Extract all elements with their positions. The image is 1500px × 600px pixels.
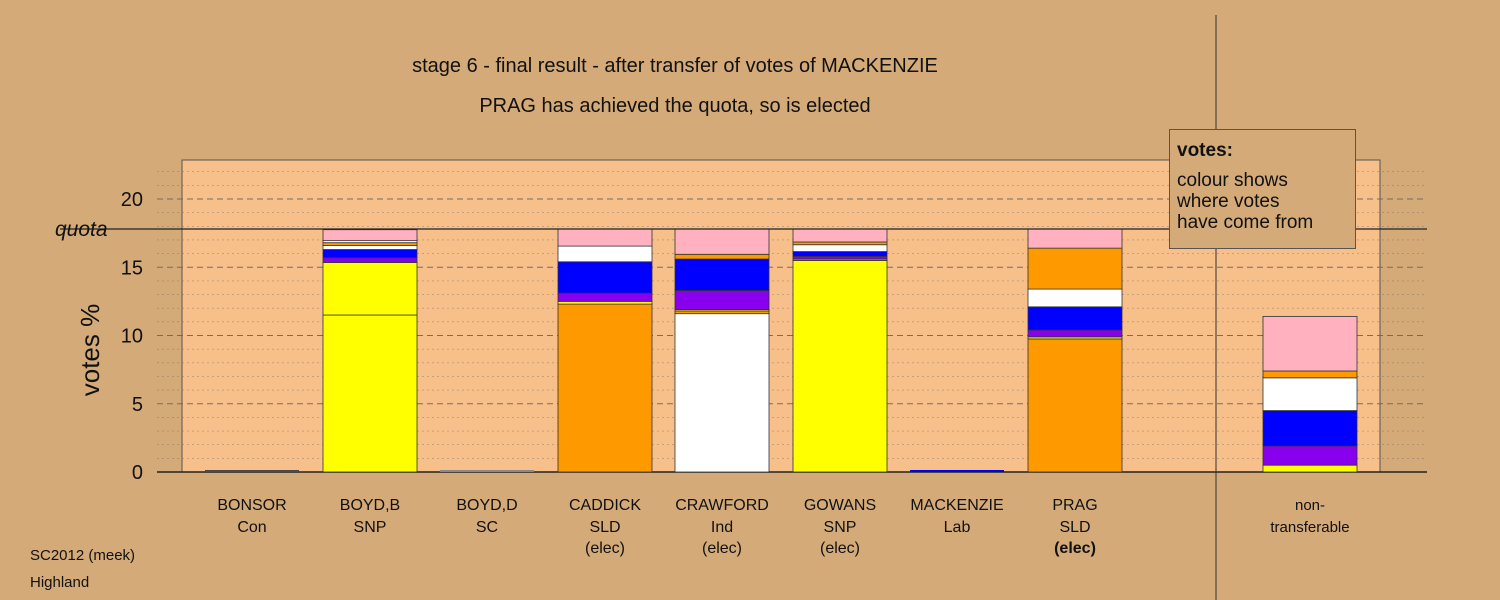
bar-segment [674,290,770,310]
bar-segment [557,292,653,302]
candidate-status-label: (elec) [1054,540,1096,557]
bar-segment [322,257,418,263]
candidate-party-label: SNP [824,519,857,536]
bar-segment [674,258,770,291]
bar-segment [322,262,418,316]
bar-segment [322,314,418,473]
candidate-party-label: Con [237,519,266,536]
bar-segment [322,229,418,242]
bar-segment [792,255,888,260]
bar-segment [1027,306,1123,331]
y-tick-label: 10 [121,326,143,348]
candidate-status-label: (elec) [585,540,625,557]
legend-heading: votes: [1177,140,1233,161]
legend-line: colour shows [1177,170,1288,191]
bar-segment [1027,228,1123,249]
bar-segment [322,242,418,246]
quota-label: quota [55,218,108,241]
bar-segment [322,245,418,250]
footer-source: SC2012 (meek) [30,547,136,564]
bar-segment [1262,315,1358,372]
bar-segment [792,260,888,473]
bar-segment [792,241,888,246]
bar-segment [322,249,418,259]
bar-segment [1027,338,1123,473]
candidate-party-label: Ind [711,519,733,536]
bar-segment [1262,410,1358,447]
footer-region: Highland [30,574,90,591]
bar-segment [1027,247,1123,290]
candidate-name-label: GOWANS [804,497,876,514]
bar-segment [557,245,653,263]
candidate-name-label: BOYD,D [456,497,517,514]
candidate-name-label: CRAWFORD [675,497,769,514]
y-tick-label: 15 [121,257,143,279]
legend: votes: colour shows where votes have com… [1169,129,1356,249]
bar-segment [1027,288,1123,308]
candidate-name-label: PRAG [1052,497,1097,514]
bar-segment [557,300,653,305]
candidate-status-label: (elec) [820,540,860,557]
bar-segment [792,251,888,257]
bar-segment [557,228,653,247]
bar-segment [1262,370,1358,379]
bar-segment [1262,377,1358,411]
bar-segment [1262,445,1358,466]
y-axis-label: votes % [75,304,105,397]
candidate-status-label: (elec) [702,540,742,557]
candidate-party-label: Lab [944,519,971,536]
nontransferable-label: non- [1295,497,1325,514]
bar-segment [674,253,770,260]
bar-segment [557,303,653,473]
y-tick-label: 0 [132,462,143,484]
candidate-party-label: SLD [1059,519,1090,536]
bar-segment [557,261,653,294]
bar-segment [1027,329,1123,338]
candidate-name-label: BOYD,B [340,497,400,514]
bar-segment [792,244,888,252]
candidate-party-label: SNP [354,519,387,536]
bar-segment [1262,464,1358,473]
candidate-name-label: CADDICK [569,497,641,514]
chart-title: stage 6 - final result - after transfer … [412,55,938,77]
candidate-name-label: BONSOR [217,497,286,514]
candidate-party-label: SC [476,519,498,536]
nontransferable-label: transferable [1270,519,1349,536]
candidate-name-label: MACKENZIE [910,497,1003,514]
y-tick-label: 20 [121,189,143,211]
legend-line: where votes [1177,191,1280,212]
bar-segment [674,313,770,473]
legend-line: have come from [1177,212,1314,233]
chart-subtitle: PRAG has achieved the quota, so is elect… [479,95,871,117]
bar-segment [674,228,770,255]
bar-segment [792,228,888,243]
y-tick-label: 5 [132,394,143,416]
bar-segment [674,310,770,315]
candidate-party-label: SLD [589,519,620,536]
